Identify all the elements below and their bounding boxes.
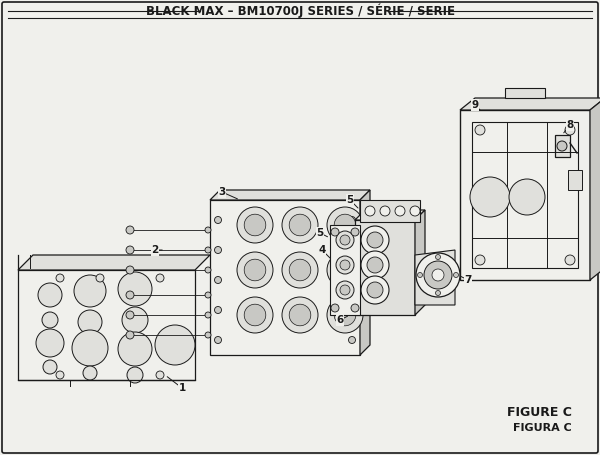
- Circle shape: [244, 259, 266, 281]
- Circle shape: [96, 274, 104, 282]
- Circle shape: [351, 228, 359, 236]
- Text: 1: 1: [178, 383, 185, 393]
- Circle shape: [205, 292, 211, 298]
- Circle shape: [72, 330, 108, 366]
- Circle shape: [336, 231, 354, 249]
- Circle shape: [156, 274, 164, 282]
- Circle shape: [156, 371, 164, 379]
- Circle shape: [470, 177, 510, 217]
- Circle shape: [424, 261, 452, 289]
- Circle shape: [122, 307, 148, 333]
- Polygon shape: [355, 220, 415, 315]
- Circle shape: [36, 329, 64, 357]
- Circle shape: [237, 252, 273, 288]
- Circle shape: [340, 285, 350, 295]
- Circle shape: [237, 297, 273, 333]
- Circle shape: [395, 206, 405, 216]
- Circle shape: [244, 214, 266, 236]
- Polygon shape: [18, 270, 195, 380]
- Circle shape: [83, 366, 97, 380]
- Polygon shape: [415, 210, 425, 315]
- Circle shape: [336, 256, 354, 274]
- Circle shape: [215, 217, 221, 223]
- Circle shape: [327, 297, 363, 333]
- Polygon shape: [360, 200, 420, 222]
- Circle shape: [365, 206, 375, 216]
- Circle shape: [237, 207, 273, 243]
- Circle shape: [334, 304, 356, 326]
- Circle shape: [244, 304, 266, 326]
- Polygon shape: [505, 88, 545, 98]
- Circle shape: [367, 232, 383, 248]
- Circle shape: [416, 253, 460, 297]
- Circle shape: [282, 252, 318, 288]
- Circle shape: [126, 226, 134, 234]
- Circle shape: [331, 304, 339, 312]
- Circle shape: [565, 255, 575, 265]
- Circle shape: [334, 214, 356, 236]
- Circle shape: [215, 307, 221, 313]
- Circle shape: [215, 337, 221, 344]
- Circle shape: [42, 312, 58, 328]
- Circle shape: [78, 310, 102, 334]
- Circle shape: [334, 259, 356, 281]
- Polygon shape: [330, 225, 360, 315]
- Circle shape: [454, 273, 458, 278]
- Circle shape: [367, 282, 383, 298]
- Circle shape: [127, 367, 143, 383]
- Circle shape: [205, 227, 211, 233]
- Polygon shape: [18, 255, 210, 270]
- Polygon shape: [555, 135, 570, 157]
- Circle shape: [349, 217, 355, 223]
- Text: 5: 5: [346, 195, 353, 205]
- Circle shape: [118, 332, 152, 366]
- Circle shape: [367, 257, 383, 273]
- Circle shape: [205, 247, 211, 253]
- Circle shape: [475, 255, 485, 265]
- Circle shape: [336, 281, 354, 299]
- Text: 4: 4: [319, 245, 326, 255]
- Circle shape: [331, 228, 339, 236]
- Circle shape: [215, 247, 221, 253]
- Circle shape: [155, 325, 195, 365]
- Text: 9: 9: [472, 100, 479, 110]
- Circle shape: [380, 206, 390, 216]
- Text: 8: 8: [566, 120, 574, 130]
- Polygon shape: [415, 250, 455, 305]
- Circle shape: [56, 274, 64, 282]
- Circle shape: [351, 304, 359, 312]
- Polygon shape: [360, 190, 370, 355]
- Circle shape: [38, 283, 62, 307]
- Polygon shape: [210, 200, 360, 355]
- Circle shape: [349, 277, 355, 283]
- Polygon shape: [210, 190, 370, 200]
- Circle shape: [410, 206, 420, 216]
- Circle shape: [282, 207, 318, 243]
- Circle shape: [340, 260, 350, 270]
- Polygon shape: [590, 98, 600, 280]
- Circle shape: [118, 272, 152, 306]
- Circle shape: [43, 360, 57, 374]
- Circle shape: [126, 331, 134, 339]
- Circle shape: [205, 267, 211, 273]
- Circle shape: [361, 251, 389, 279]
- Circle shape: [436, 290, 440, 295]
- Text: BLACK MAX – BM10700J SERIES / SÉRIE / SERIE: BLACK MAX – BM10700J SERIES / SÉRIE / SE…: [146, 4, 455, 18]
- Circle shape: [436, 254, 440, 259]
- Circle shape: [126, 266, 134, 274]
- Circle shape: [327, 252, 363, 288]
- Circle shape: [205, 312, 211, 318]
- Circle shape: [565, 125, 575, 135]
- Circle shape: [289, 304, 311, 326]
- Text: FIGURE C: FIGURE C: [507, 406, 572, 420]
- Text: 3: 3: [218, 187, 226, 197]
- Circle shape: [289, 214, 311, 236]
- Circle shape: [327, 207, 363, 243]
- Circle shape: [289, 259, 311, 281]
- Circle shape: [126, 246, 134, 254]
- Text: 6: 6: [337, 315, 344, 325]
- Circle shape: [126, 311, 134, 319]
- Text: 7: 7: [464, 275, 472, 285]
- Circle shape: [361, 276, 389, 304]
